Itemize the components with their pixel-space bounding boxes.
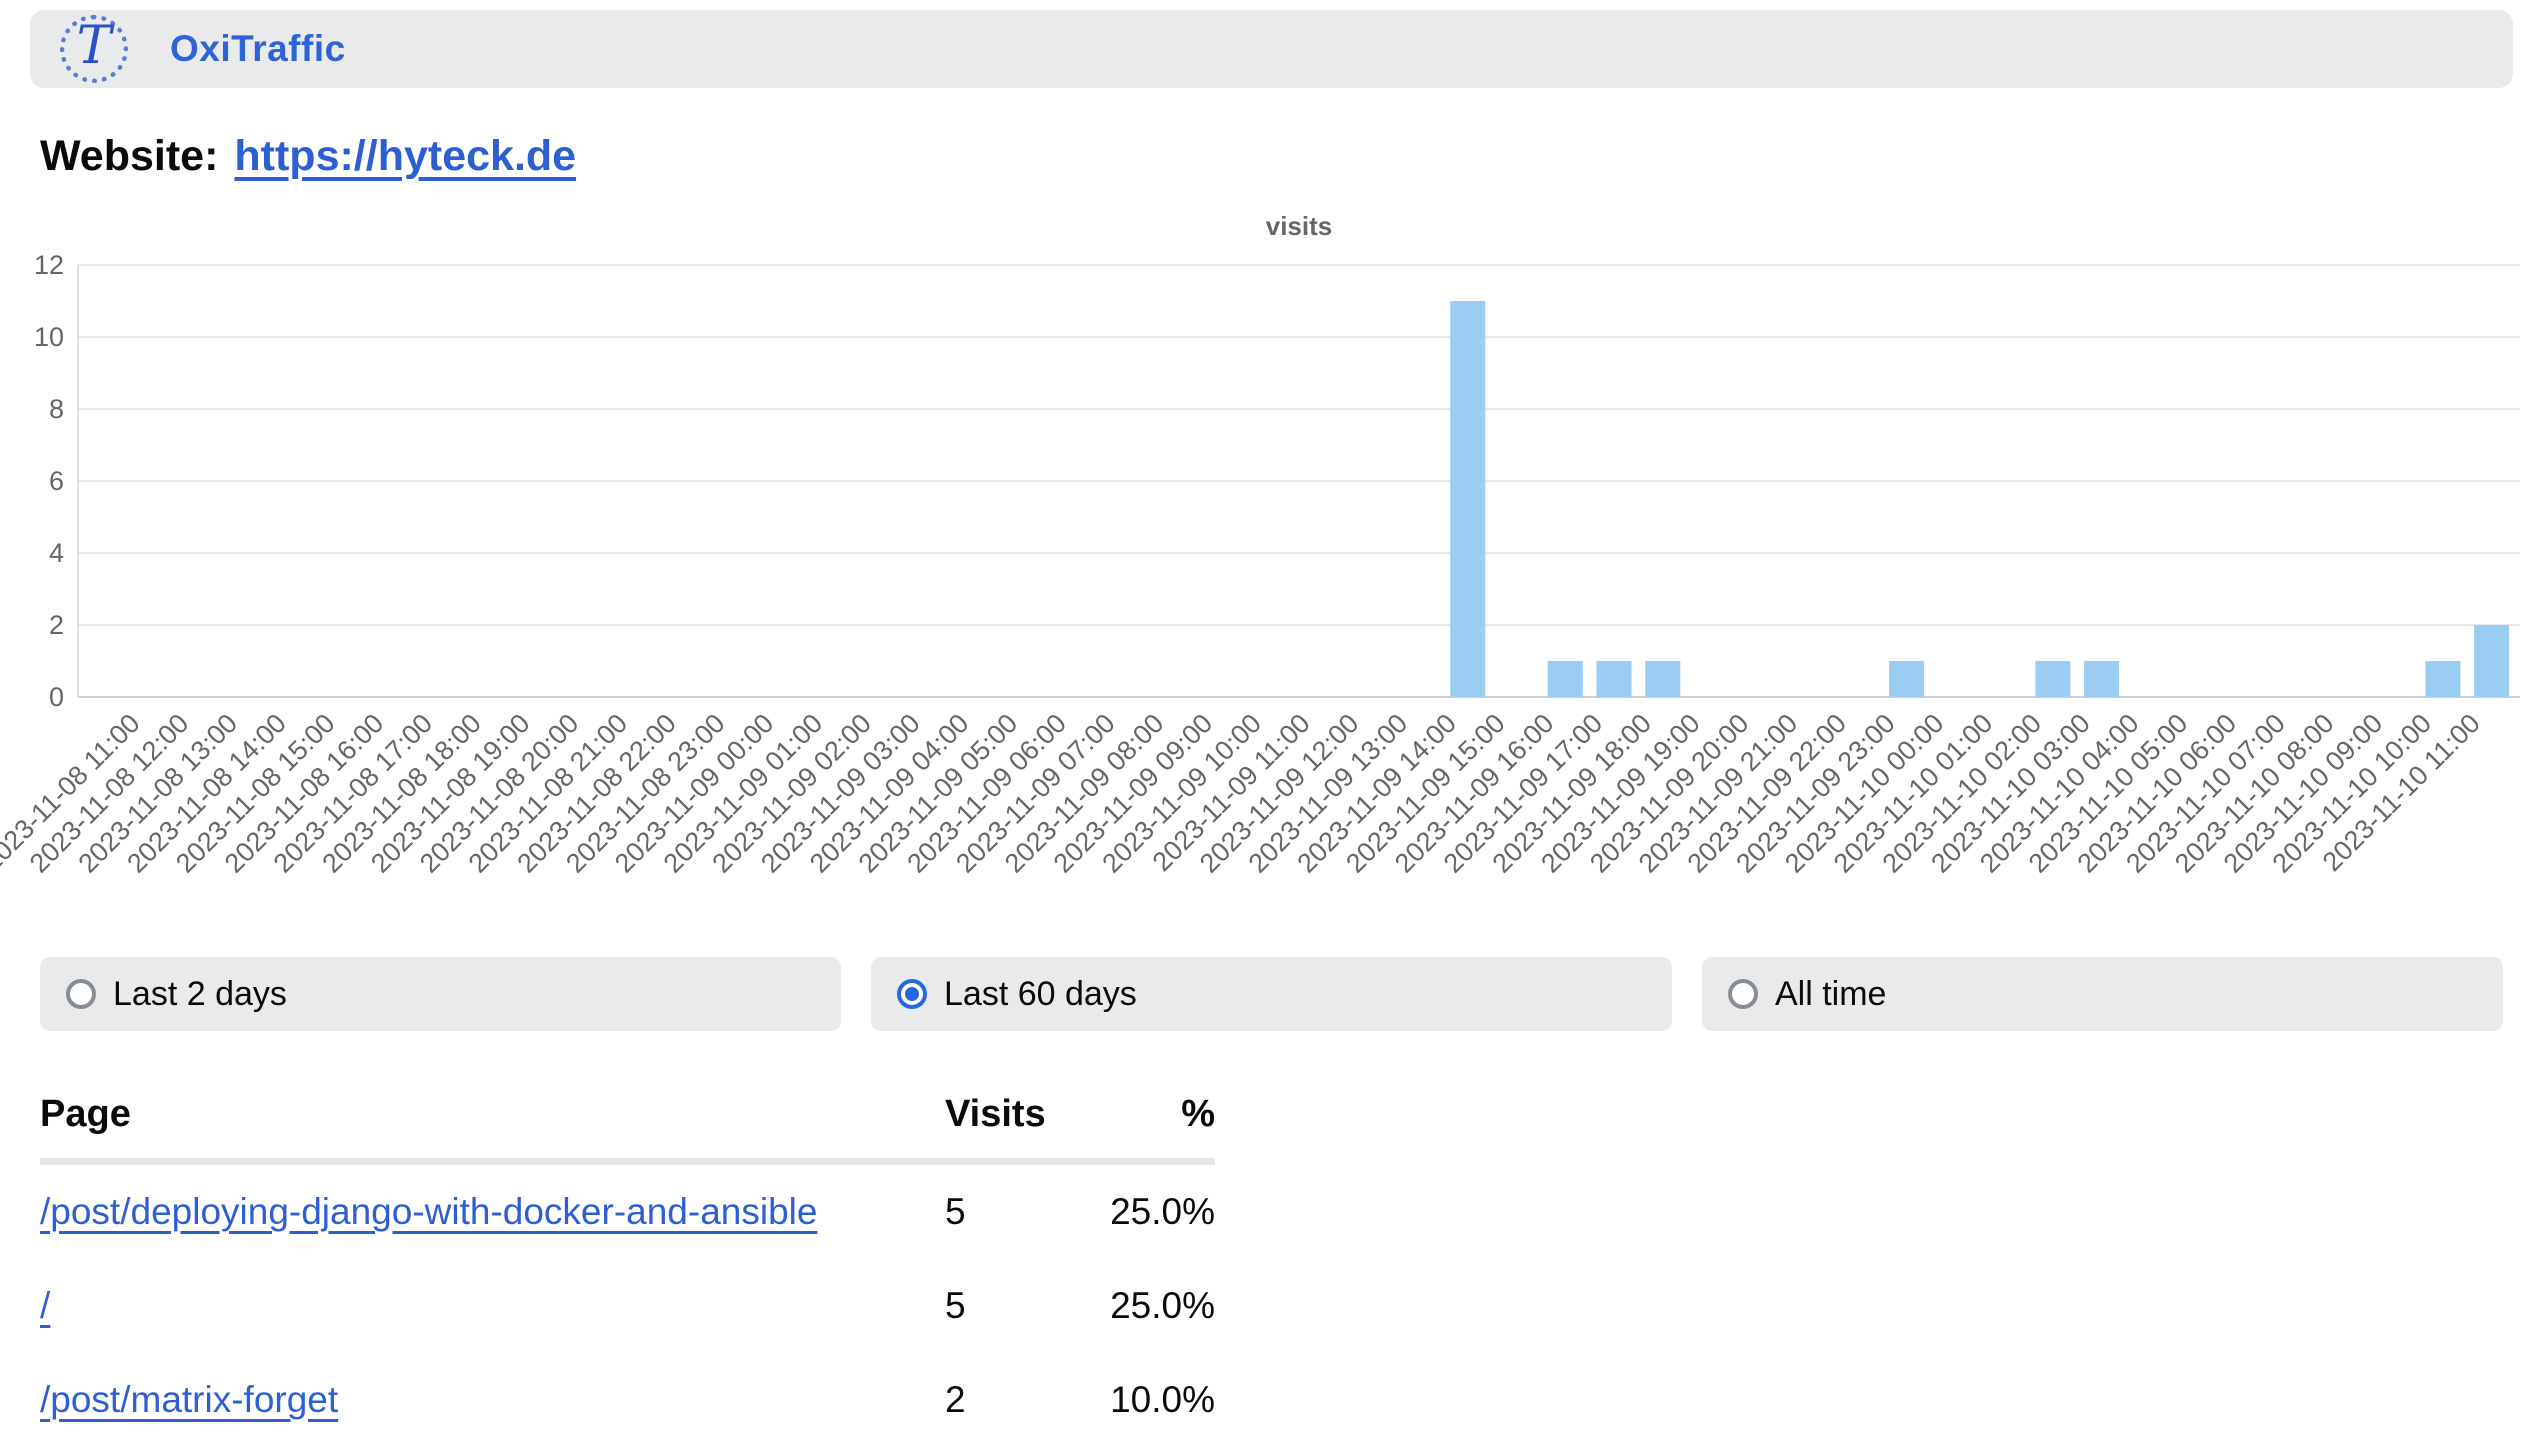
visits-value: 5	[945, 1191, 966, 1232]
filter-label: Last 60 days	[944, 974, 1137, 1013]
app-header: T OxiTraffic	[30, 10, 2513, 88]
bar-2023-11-10 11:00	[2474, 625, 2510, 697]
radio-icon[interactable]	[1728, 979, 1758, 1009]
table-row: /post/matrix-forget 2 10.0%	[40, 1353, 1215, 1447]
radio-icon[interactable]	[66, 979, 96, 1009]
y-tick-label: 2	[49, 610, 64, 640]
pages-table: Page Visits % /post/deploying-django-wit…	[40, 1093, 1215, 1447]
y-tick-label: 0	[49, 682, 64, 712]
filter-label: Last 2 days	[113, 974, 287, 1013]
percent-value: 25.0%	[1110, 1191, 1215, 1232]
bar-2023-11-10 10:00	[2425, 661, 2461, 697]
visits-value: 2	[945, 1379, 966, 1420]
time-filter-all-time[interactable]: All time	[1702, 957, 2503, 1031]
website-link[interactable]: https://hyteck.de	[234, 132, 577, 180]
time-range-filters: Last 2 days Last 60 days All time	[40, 957, 2503, 1031]
y-tick-label: 10	[34, 322, 64, 352]
y-tick-label: 8	[49, 394, 64, 424]
table-row: /post/deploying-django-with-docker-and-a…	[40, 1162, 1215, 1260]
time-filter-last-2-days[interactable]: Last 2 days	[40, 957, 841, 1031]
column-header-page: Page	[40, 1093, 945, 1165]
brand-title: OxiTraffic	[170, 28, 346, 69]
oxitraffic-logo-icon: T	[60, 15, 128, 83]
column-header-visits: Visits	[945, 1093, 1055, 1165]
table-row: / 5 25.0%	[40, 1259, 1215, 1353]
bar-2023-11-09 16:00	[1547, 661, 1583, 697]
percent-value: 10.0%	[1110, 1379, 1215, 1420]
column-header-percent: %	[1055, 1093, 1215, 1165]
bar-2023-11-09 18:00	[1645, 661, 1681, 697]
page-link[interactable]: /	[40, 1285, 51, 1326]
bar-2023-11-09 17:00	[1596, 661, 1632, 697]
website-label: Website:	[40, 132, 219, 180]
logo-letter: T	[76, 16, 112, 76]
filter-label: All time	[1775, 974, 1887, 1013]
table-header-row: Page Visits %	[40, 1093, 1215, 1165]
bar-2023-11-09 23:00	[1889, 661, 1925, 697]
y-tick-label: 4	[49, 538, 64, 568]
y-tick-label: 6	[49, 466, 64, 496]
visits-value: 5	[945, 1285, 966, 1326]
radio-icon-selected[interactable]	[897, 979, 927, 1009]
time-filter-last-60-days[interactable]: Last 60 days	[871, 957, 1672, 1031]
website-heading: Website: https://hyteck.de	[40, 132, 2543, 181]
bar-2023-11-09 14:00	[1450, 301, 1486, 697]
page-link[interactable]: /post/deploying-django-with-docker-and-a…	[40, 1191, 818, 1232]
percent-value: 25.0%	[1110, 1285, 1215, 1326]
bar-2023-11-10 03:00	[2084, 661, 2120, 697]
page-link[interactable]: /post/matrix-forget	[40, 1379, 339, 1420]
bar-2023-11-10 02:00	[2035, 661, 2071, 697]
y-tick-label: 12	[34, 250, 64, 280]
chart-title: visits	[1266, 211, 1333, 241]
